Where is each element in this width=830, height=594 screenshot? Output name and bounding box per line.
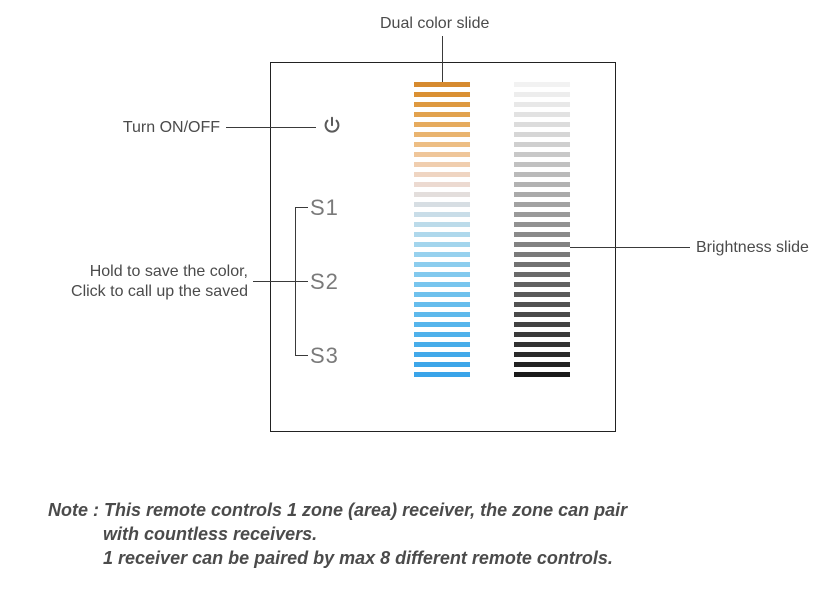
dual-color-slider[interactable] xyxy=(414,82,470,377)
brightness-slider-segment xyxy=(514,302,570,307)
color-slider-segment xyxy=(414,292,470,297)
brightness-slider-segment xyxy=(514,172,570,177)
color-slider-segment xyxy=(414,322,470,327)
brightness-slider-segment xyxy=(514,202,570,207)
s2-button[interactable]: S2 xyxy=(310,269,339,295)
brightness-slider-segment xyxy=(514,372,570,377)
color-slider-segment xyxy=(414,192,470,197)
brightness-slider-segment xyxy=(514,342,570,347)
color-slider-segment xyxy=(414,282,470,287)
color-slider-segment xyxy=(414,112,470,117)
brightness-slider-segment xyxy=(514,102,570,107)
color-slider-segment xyxy=(414,242,470,247)
note-line-2: with countless receivers. xyxy=(48,522,317,546)
color-slider-segment xyxy=(414,152,470,157)
color-slider-segment xyxy=(414,332,470,337)
brightness-slider-segment xyxy=(514,232,570,237)
color-slider-segment xyxy=(414,342,470,347)
brightness-slider-segment xyxy=(514,312,570,317)
leader-hold_to_s2 xyxy=(295,281,308,282)
brightness-slider-segment xyxy=(514,262,570,267)
s3-button[interactable]: S3 xyxy=(310,343,339,369)
brightness-slider-segment xyxy=(514,352,570,357)
brightness-slider-segment xyxy=(514,292,570,297)
color-slider-segment xyxy=(414,262,470,267)
brightness-slider-segment xyxy=(514,322,570,327)
label-turn-on-off: Turn ON/OFF xyxy=(20,118,220,138)
color-slider-segment xyxy=(414,102,470,107)
power-icon[interactable] xyxy=(321,115,343,137)
leader-hold_to_s1 xyxy=(295,207,308,208)
color-slider-segment xyxy=(414,172,470,177)
brightness-slider-segment xyxy=(514,162,570,167)
color-slider-segment xyxy=(414,132,470,137)
note-line-1: Note : This remote controls 1 zone (area… xyxy=(48,498,627,522)
label-brightness-slide: Brightness slide xyxy=(696,238,809,258)
brightness-slider-segment xyxy=(514,152,570,157)
brightness-slider-segment xyxy=(514,142,570,147)
color-slider-segment xyxy=(414,82,470,87)
brightness-slider-segment xyxy=(514,362,570,367)
brightness-slider-segment xyxy=(514,222,570,227)
brightness-slider-segment xyxy=(514,132,570,137)
color-slider-segment xyxy=(414,352,470,357)
leader-brightness xyxy=(570,247,690,248)
brightness-slider-segment xyxy=(514,112,570,117)
brightness-slider-segment xyxy=(514,272,570,277)
brightness-slider-segment xyxy=(514,282,570,287)
color-slider-segment xyxy=(414,312,470,317)
color-slider-segment xyxy=(414,122,470,127)
brightness-slider-segment xyxy=(514,92,570,97)
color-slider-segment xyxy=(414,182,470,187)
leader-hold_to_s3 xyxy=(295,355,308,356)
leader-onoff_to_power xyxy=(226,127,316,128)
color-slider-segment xyxy=(414,372,470,377)
brightness-slider-segment xyxy=(514,242,570,247)
s1-button[interactable]: S1 xyxy=(310,195,339,221)
diagram-canvas: Dual color slide Turn ON/OFF Hold to sav… xyxy=(0,0,830,594)
label-hold-to-save: Hold to save the color, Click to call up… xyxy=(20,262,248,302)
brightness-slider-segment xyxy=(514,182,570,187)
color-slider-segment xyxy=(414,302,470,307)
color-slider-segment xyxy=(414,92,470,97)
note-line-3: 1 receiver can be paired by max 8 differ… xyxy=(48,546,613,570)
brightness-slider-segment xyxy=(514,212,570,217)
color-slider-segment xyxy=(414,212,470,217)
color-slider-segment xyxy=(414,272,470,277)
color-slider-segment xyxy=(414,362,470,367)
brightness-slider-segment xyxy=(514,192,570,197)
leader-hold_main xyxy=(253,281,295,282)
color-slider-segment xyxy=(414,252,470,257)
brightness-slider[interactable] xyxy=(514,82,570,377)
label-dual-color-slide: Dual color slide xyxy=(380,14,489,34)
color-slider-segment xyxy=(414,232,470,237)
color-slider-segment xyxy=(414,142,470,147)
color-slider-segment xyxy=(414,162,470,167)
color-slider-segment xyxy=(414,222,470,227)
color-slider-segment xyxy=(414,202,470,207)
brightness-slider-segment xyxy=(514,82,570,87)
leader-dual_to_slider xyxy=(442,36,443,82)
brightness-slider-segment xyxy=(514,122,570,127)
brightness-slider-segment xyxy=(514,252,570,257)
brightness-slider-segment xyxy=(514,332,570,337)
